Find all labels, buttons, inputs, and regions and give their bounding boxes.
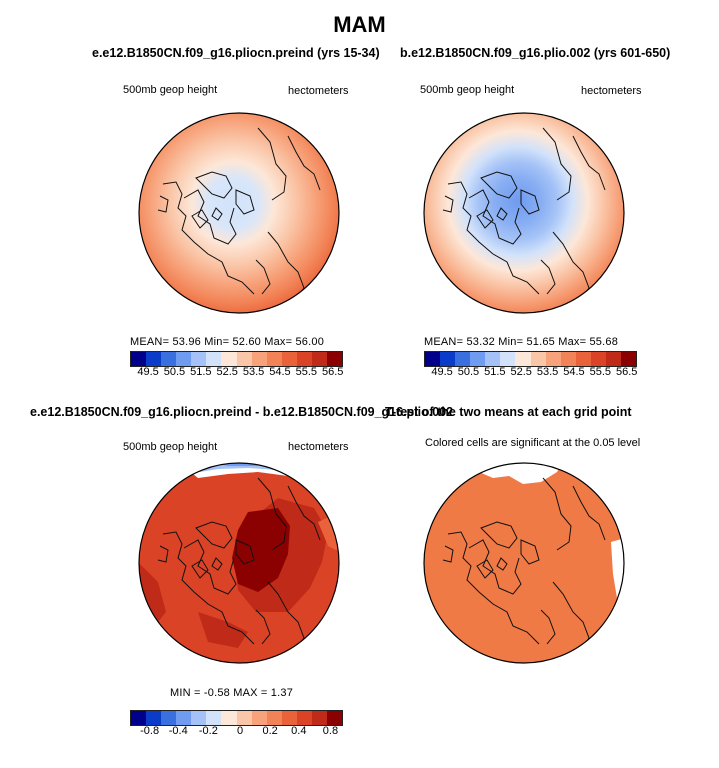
colorbar-tick-label: 52.5 [510,366,532,378]
panel3-stats: MIN = -0.58 MAX = 1.37 [170,687,294,699]
colorbar-tick-label: 54.5 [563,366,585,378]
colorbar-swatch [176,711,192,725]
panel1-coastlines [157,127,321,303]
colorbar-swatch [191,711,207,725]
colorbar-swatch [560,352,576,366]
panel3-colorbar-ticks: -0.8 -0.4 -0.2 0 0.2 0.4 0.8 [130,725,341,739]
panel3-variable-label: 500mb geop height [123,441,218,453]
panel3-units-label: hectometers [288,441,349,453]
panel4-polar-map [423,462,625,664]
colorbar-swatch [311,352,328,366]
panel3-colorbar [130,710,343,726]
panel4-significance-label: Colored cells are significant at the 0.0… [425,437,641,449]
panel2-field [424,113,624,313]
panel1-variable-label: 500mb geop height [123,84,218,96]
colorbar-swatch [296,352,312,366]
panel2-coastlines [442,127,606,303]
colorbar-swatch [281,352,297,366]
colorbar-tick-label: 53.5 [536,366,559,378]
colorbar-swatch [440,352,456,366]
colorbar-swatch [146,352,162,366]
colorbar-swatch [575,352,591,366]
panel3-polar-map [138,462,340,664]
colorbar-swatch [621,352,637,366]
colorbar-tick-label: 0 [236,725,244,737]
colorbar-swatch [161,711,177,725]
colorbar-tick-label: 49.5 [431,366,453,378]
colorbar-tick-label: 0.8 [322,725,339,737]
colorbar-tick-label: 55.5 [589,366,612,378]
colorbar-swatch [327,711,343,725]
colorbar-swatch [500,352,516,366]
colorbar-swatch [605,352,622,366]
colorbar-tick-label: 55.5 [295,366,318,378]
colorbar-tick-label: 50.5 [457,366,480,378]
colorbar-tick-label: 50.5 [163,366,186,378]
panel4-significance-field [424,463,624,663]
colorbar-swatch [221,711,237,725]
panel1-title: e.e12.B1850CN.f09_g16.pliocn.preind (yrs… [92,46,380,60]
panel2-variable-label: 500mb geop height [420,84,515,96]
colorbar-swatch [131,711,147,725]
colorbar-tick-label: 53.5 [242,366,265,378]
colorbar-tick-label: 52.5 [216,366,238,378]
colorbar-swatch [146,711,162,725]
colorbar-swatch [176,352,192,366]
colorbar-tick-label: 56.5 [321,366,344,378]
colorbar-swatch [515,352,531,366]
panel2-stats: MEAN= 53.32 Min= 51.65 Max= 55.68 [424,336,619,348]
colorbar-swatch [161,352,177,366]
figure-title: MAM [333,12,386,37]
colorbar-swatch [206,352,222,366]
colorbar-swatch [251,352,267,366]
panel2-title: b.e12.B1850CN.f09_g16.plio.002 (yrs 601-… [400,46,671,60]
panel4-title: T-test of the two means at each grid poi… [385,405,632,419]
colorbar-tick-label: 56.5 [615,366,638,378]
colorbar-tick-label: -0.8 [140,725,160,737]
colorbar-swatch [236,352,252,366]
panel2-polar-map [423,112,625,314]
colorbar-tick-label: 0.2 [262,725,278,737]
colorbar-swatch [206,711,222,725]
colorbar-swatch [281,711,297,725]
colorbar-tick-label: 49.5 [137,366,159,378]
colorbar-swatch [590,352,606,366]
panel1-units-label: hectometers [288,85,349,97]
colorbar-swatch [327,352,343,366]
panel3-coastlines [157,477,321,653]
panel2-colorbar-ticks: 49.5 50.5 51.5 52.5 53.5 54.5 55.5 56.5 [424,366,637,380]
panel1-polar-map [138,112,340,314]
panel1-colorbar [130,351,343,367]
colorbar-tick-label: -0.2 [198,725,218,737]
colorbar-tick-label: -0.4 [168,725,188,737]
colorbar-swatch [131,352,147,366]
colorbar-swatch [545,352,561,366]
panel3-title: e.e12.B1850CN.f09_g16.pliocn.preind - b.… [30,405,454,419]
colorbar-tick-label: 51.5 [190,366,212,378]
panel1-stats: MEAN= 53.96 Min= 52.60 Max= 56.00 [130,336,325,348]
colorbar-swatch [485,352,501,366]
colorbar-tick-label: 0.4 [291,725,307,737]
colorbar-swatch [530,352,546,366]
panel2-colorbar [424,351,637,367]
colorbar-tick-label: 51.5 [484,366,506,378]
panel2-units-label: hectometers [581,85,642,97]
colorbar-swatch [311,711,328,725]
colorbar-tick-label: 54.5 [269,366,291,378]
colorbar-swatch [221,352,237,366]
panel1-field [139,113,339,313]
colorbar-swatch [236,711,252,725]
panel1-colorbar-ticks: 49.5 50.5 51.5 52.5 53.5 54.5 55.5 56.5 [130,366,343,380]
colorbar-swatch [266,711,282,725]
colorbar-swatch [251,711,267,725]
colorbar-swatch [425,352,441,366]
colorbar-swatch [191,352,207,366]
colorbar-swatch [296,711,312,725]
colorbar-swatch [455,352,471,366]
colorbar-swatch [266,352,282,366]
colorbar-swatch [470,352,486,366]
